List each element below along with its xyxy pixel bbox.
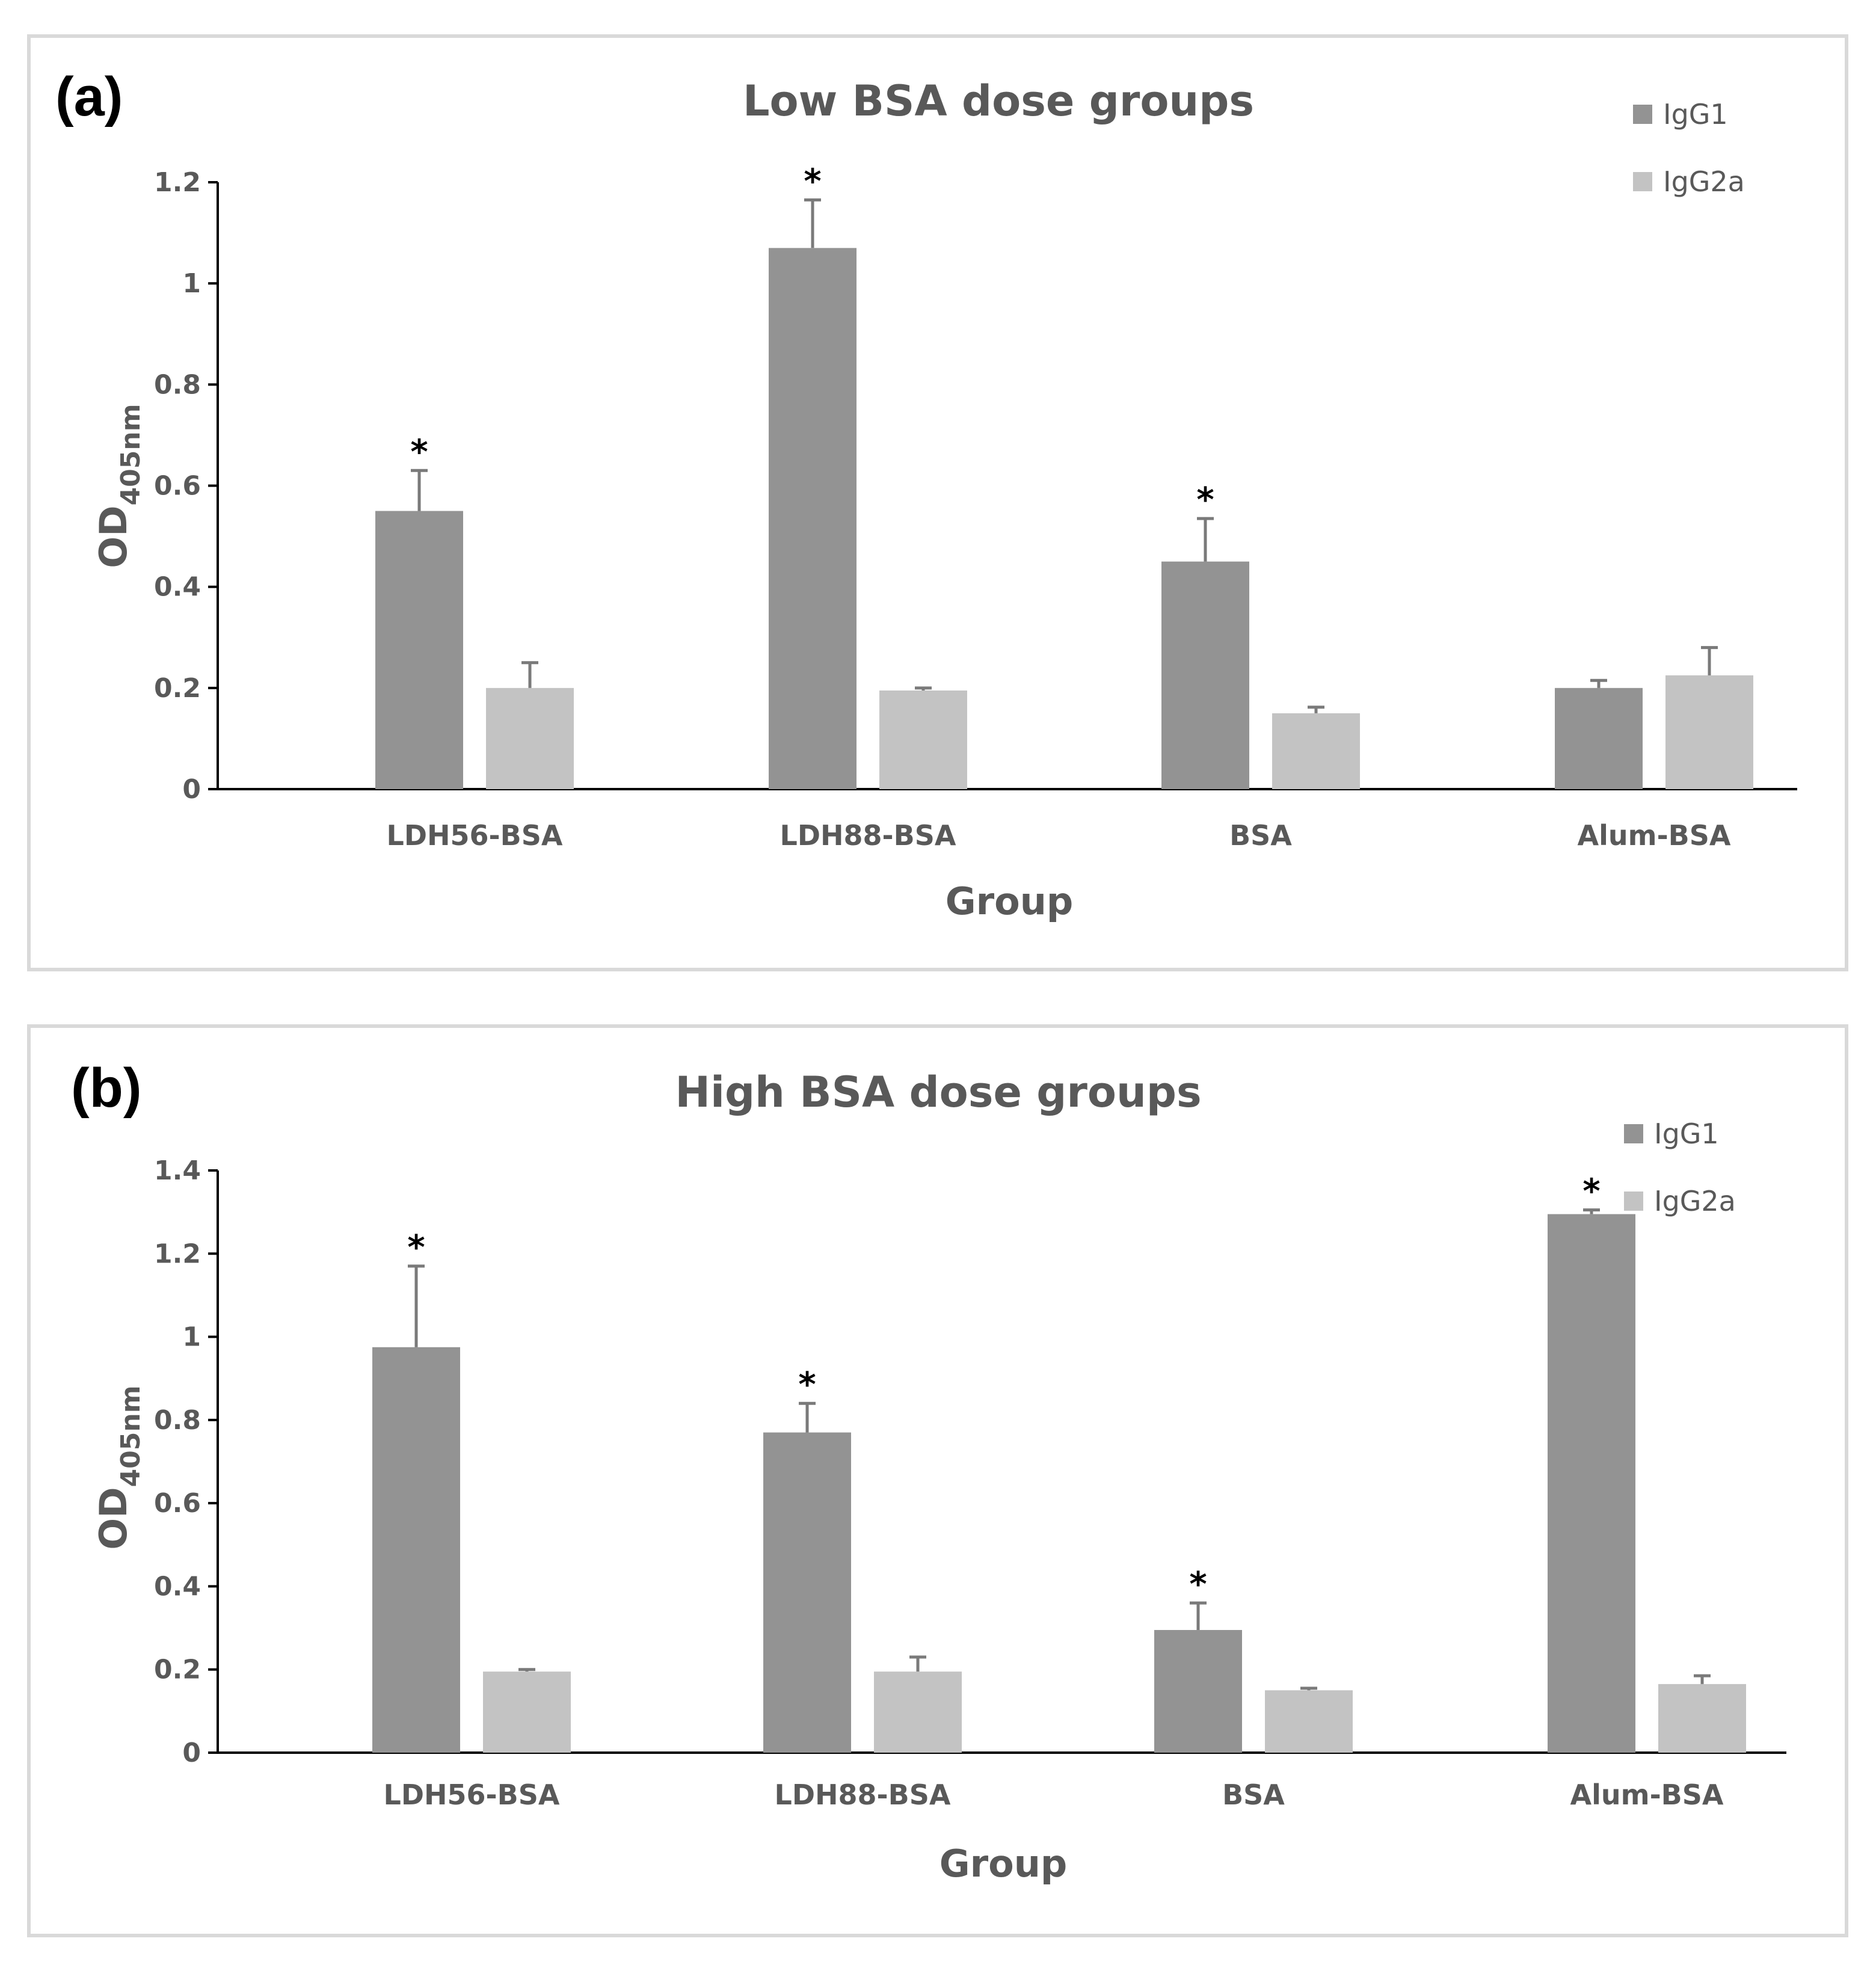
bar-igg2a-alum-bsa bbox=[1665, 675, 1753, 789]
bar-igg1-bsa bbox=[1154, 1630, 1242, 1753]
legend-swatch-igg1 bbox=[1624, 1124, 1643, 1143]
y-tick-label: 0.6 bbox=[154, 471, 201, 502]
bar-igg2a-ldh56-bsa bbox=[483, 1671, 571, 1753]
panel-label: (b) bbox=[71, 1057, 141, 1119]
y-tick-label: 0 bbox=[182, 774, 201, 805]
y-tick-label: 1.2 bbox=[154, 167, 201, 198]
y-axis-title-subscript: 405nm bbox=[115, 1385, 146, 1487]
chart-panel-b: (b) High BSA dose groups 0 0.2 0.4 0.6 0.8 1 1.2… bbox=[27, 1024, 1848, 1937]
category-label: LDH88-BSA bbox=[775, 1779, 951, 1811]
y-tick-label: 0 bbox=[182, 1738, 201, 1768]
category-label: LDH56-BSA bbox=[387, 819, 563, 852]
legend-label-igg1: IgG1 bbox=[1654, 1118, 1719, 1150]
legend-swatch-igg1 bbox=[1633, 105, 1652, 124]
bar-igg2a-ldh88-bsa bbox=[879, 690, 967, 789]
y-tick-label: 0.2 bbox=[154, 673, 201, 704]
category-label: LDH56-BSA bbox=[384, 1779, 560, 1811]
y-axis-title: OD405nm bbox=[91, 404, 146, 568]
y-axis-title-subscript: 405nm bbox=[115, 404, 146, 505]
x-axis-title: Group bbox=[946, 879, 1074, 923]
legend-swatch-igg2a bbox=[1633, 172, 1652, 191]
bar-igg1-ldh56-bsa bbox=[375, 511, 463, 789]
significance-marker: * bbox=[1196, 481, 1214, 520]
panel-label: (a) bbox=[55, 66, 123, 128]
panel-frame bbox=[27, 1024, 1848, 1937]
y-tick-label: 1.4 bbox=[154, 1155, 201, 1186]
category-label: LDH88-BSA bbox=[780, 819, 956, 852]
category-label: BSA bbox=[1222, 1779, 1285, 1811]
bar-igg1-ldh88-bsa bbox=[763, 1432, 851, 1753]
category-label: Alum-BSA bbox=[1578, 819, 1731, 852]
legend-label-igg1: IgG1 bbox=[1663, 98, 1728, 131]
bar-igg2a-alum-bsa bbox=[1658, 1684, 1746, 1753]
y-tick-label: 0.6 bbox=[154, 1488, 201, 1519]
category-label: Alum-BSA bbox=[1570, 1779, 1724, 1811]
legend-label-igg2a: IgG2a bbox=[1663, 165, 1745, 198]
y-tick-label: 0.4 bbox=[154, 572, 201, 603]
y-tick-label: 1.2 bbox=[154, 1238, 201, 1269]
legend-label-igg2a: IgG2a bbox=[1654, 1185, 1736, 1217]
y-tick-label: 1 bbox=[182, 268, 201, 299]
panel-frame bbox=[27, 34, 1848, 971]
bar-igg2a-bsa bbox=[1272, 713, 1360, 789]
y-axis-title-main: OD bbox=[91, 505, 135, 568]
bar-igg2a-bsa bbox=[1265, 1690, 1353, 1753]
x-axis-title: Group bbox=[940, 1842, 1068, 1886]
y-axis-title: OD405nm bbox=[91, 1385, 146, 1549]
significance-marker: * bbox=[798, 1365, 816, 1404]
significance-marker: * bbox=[410, 432, 428, 472]
chart-title: Low BSA dose groups bbox=[743, 76, 1254, 126]
y-axis-title-main: OD bbox=[91, 1487, 135, 1549]
chart-panel-a: (a) Low BSA dose groups 0 0.2 0.4 0.6 0.8 1 1.2 O… bbox=[27, 34, 1848, 971]
bar-igg1-ldh88-bsa bbox=[769, 248, 857, 789]
significance-marker: * bbox=[804, 162, 821, 201]
bar-igg2a-ldh88-bsa bbox=[874, 1671, 962, 1753]
y-tick-label: 1 bbox=[182, 1322, 201, 1353]
bar-igg1-alum-bsa bbox=[1555, 687, 1643, 789]
significance-marker: * bbox=[407, 1228, 425, 1267]
y-tick-label: 0.2 bbox=[154, 1655, 201, 1685]
chart-title: High BSA dose groups bbox=[675, 1068, 1201, 1117]
y-tick-label: 0.4 bbox=[154, 1571, 201, 1602]
legend-swatch-igg2a bbox=[1624, 1192, 1643, 1211]
y-tick-label: 0.8 bbox=[154, 369, 201, 400]
bar-igg1-alum-bsa bbox=[1548, 1214, 1635, 1753]
category-label: BSA bbox=[1229, 819, 1292, 852]
y-tick-label: 0.8 bbox=[154, 1405, 201, 1436]
bar-igg1-ldh56-bsa bbox=[372, 1347, 460, 1753]
significance-marker: * bbox=[1582, 1172, 1600, 1211]
significance-marker: * bbox=[1189, 1565, 1207, 1604]
bar-igg2a-ldh56-bsa bbox=[486, 687, 574, 789]
bar-igg1-bsa bbox=[1161, 561, 1249, 789]
